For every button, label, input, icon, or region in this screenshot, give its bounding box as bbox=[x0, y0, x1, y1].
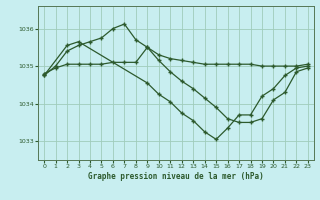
X-axis label: Graphe pression niveau de la mer (hPa): Graphe pression niveau de la mer (hPa) bbox=[88, 172, 264, 181]
